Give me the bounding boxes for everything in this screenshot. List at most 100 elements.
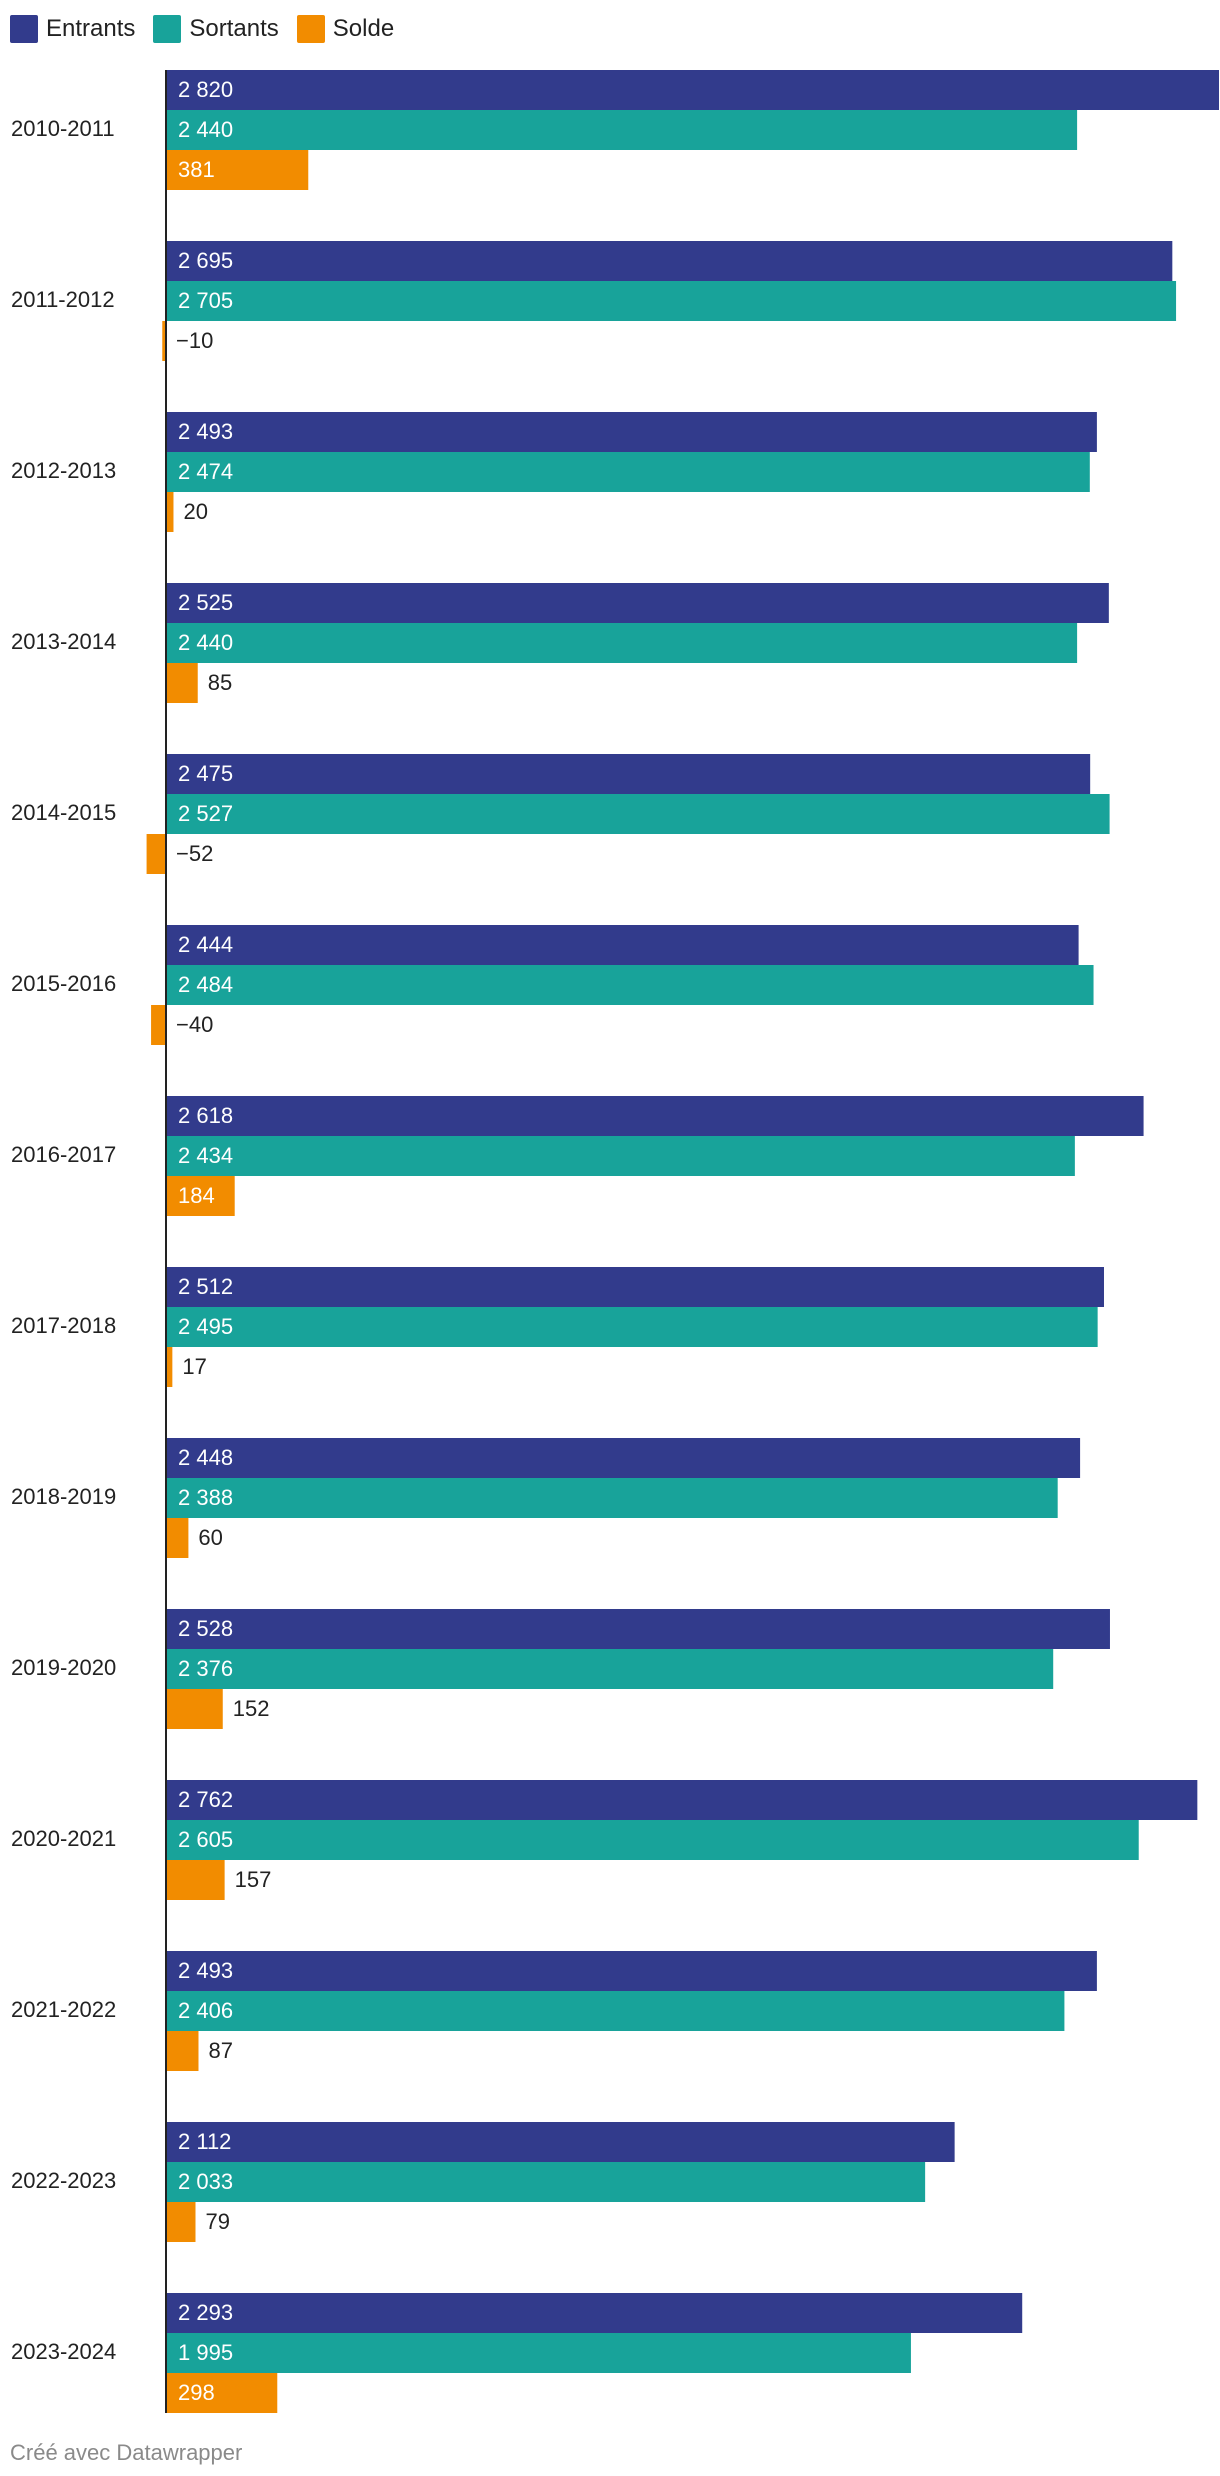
category-label: 2017-2018: [11, 1313, 116, 1338]
value-label: −40: [176, 1012, 213, 1037]
category-label: 2010-2011: [11, 116, 115, 141]
legend-item-sortants: Sortants: [153, 15, 279, 43]
bar-sortants: [166, 623, 1078, 663]
value-label: 2 605: [178, 1827, 233, 1852]
value-label: 298: [178, 2380, 215, 2405]
value-label: 79: [205, 2209, 229, 2234]
category-label: 2012-2013: [11, 458, 116, 483]
value-label: 2 440: [178, 630, 233, 655]
bar-solde: [166, 1518, 189, 1558]
bar-sortants: [166, 1307, 1098, 1347]
value-label: 2 705: [178, 288, 233, 313]
bar-entrants: [166, 1096, 1144, 1136]
value-label: 157: [235, 1867, 272, 1892]
category-label: 2021-2022: [11, 1997, 116, 2022]
bar-sortants: [166, 110, 1078, 150]
legend-label-sortants: Sortants: [189, 15, 279, 42]
value-label: 2 493: [178, 419, 233, 444]
bar-solde: [166, 2373, 278, 2413]
bar-sortants: [166, 794, 1110, 834]
value-label: 2 388: [178, 1485, 233, 1510]
category-label: 2015-2016: [11, 971, 116, 996]
bar-solde: [151, 1005, 166, 1045]
bar-solde: [166, 1860, 225, 1900]
value-label: 2 434: [178, 1143, 233, 1168]
value-label: −52: [176, 841, 213, 866]
value-label: 2 475: [178, 761, 233, 786]
value-label: 87: [208, 2038, 232, 2063]
bar-sortants: [166, 1136, 1075, 1176]
bar-entrants: [166, 1780, 1198, 1820]
value-label: 152: [233, 1696, 270, 1721]
bar-solde: [166, 2202, 196, 2242]
bar-solde: [166, 1689, 223, 1729]
legend-swatch-sortants: [153, 15, 182, 43]
bar-solde: [166, 1176, 235, 1216]
bar-entrants: [166, 412, 1097, 452]
value-label: −10: [176, 328, 213, 353]
bar-sortants: [166, 2333, 911, 2373]
legend-label-solde: Solde: [332, 15, 395, 42]
bar-entrants: [166, 1267, 1104, 1307]
bar-sortants: [166, 965, 1094, 1005]
bar-entrants: [166, 1609, 1110, 1649]
bar-entrants: [166, 1951, 1097, 1991]
bar-entrants: [166, 241, 1173, 281]
bar-entrants: [166, 925, 1079, 965]
category-label: 2016-2017: [11, 1142, 116, 1167]
category-label: 2022-2023: [11, 2168, 116, 2193]
category-label: 2014-2015: [11, 800, 116, 825]
value-label: 2 820: [178, 77, 233, 102]
bar-sortants: [166, 1649, 1054, 1689]
value-label: 2 528: [178, 1616, 233, 1641]
value-label: 2 376: [178, 1656, 233, 1681]
legend-item-solde: Solde: [296, 15, 395, 43]
legend-swatch-solde: [296, 15, 325, 43]
value-label: 2 448: [178, 1445, 233, 1470]
value-label: 1 995: [178, 2340, 233, 2365]
value-label: 60: [198, 1525, 222, 1550]
category-label: 2023-2024: [11, 2339, 116, 2364]
value-label: 20: [183, 499, 207, 524]
category-label: 2013-2014: [11, 629, 116, 654]
bar-sortants: [166, 2162, 926, 2202]
bar-sortants: [166, 1820, 1139, 1860]
bar-solde: [146, 834, 166, 874]
value-label: 2 444: [178, 932, 233, 957]
value-label: 2 474: [178, 459, 233, 484]
value-label: 2 695: [178, 248, 233, 273]
chart-legend: Entrants Sortants Solde: [10, 12, 394, 46]
bar-solde: [166, 2031, 199, 2071]
bar-sortants: [166, 1991, 1065, 2031]
legend-item-entrants: Entrants: [10, 15, 135, 43]
value-label: 2 525: [178, 590, 233, 615]
value-label: 2 484: [178, 972, 233, 997]
bar-solde: [166, 150, 309, 190]
bar-entrants: [166, 2293, 1023, 2333]
bar-solde: [166, 492, 174, 532]
bar-entrants: [166, 2122, 955, 2162]
category-label: 2018-2019: [11, 1484, 116, 1509]
value-label: 85: [208, 670, 232, 695]
bar-sortants: [166, 1478, 1058, 1518]
category-label: 2011-2012: [11, 287, 115, 312]
bar-entrants: [166, 70, 1219, 110]
value-label: 2 762: [178, 1787, 233, 1812]
bar-entrants: [166, 754, 1091, 794]
bar-entrants: [166, 1438, 1081, 1478]
value-label: 2 033: [178, 2169, 233, 2194]
value-label: 2 112: [178, 2129, 231, 2154]
category-label: 2020-2021: [11, 1826, 116, 1851]
legend-label-entrants: Entrants: [46, 15, 136, 42]
value-label: 184: [178, 1183, 215, 1208]
value-label: 2 440: [178, 117, 233, 142]
bar-sortants: [166, 281, 1177, 321]
value-label: 2 495: [178, 1314, 233, 1339]
bar-solde: [162, 321, 166, 361]
category-label: 2019-2020: [11, 1655, 116, 1680]
value-label: 381: [178, 157, 215, 182]
legend-swatch-entrants: [10, 15, 38, 43]
value-label: 2 406: [178, 1998, 233, 2023]
value-label: 17: [182, 1354, 206, 1379]
